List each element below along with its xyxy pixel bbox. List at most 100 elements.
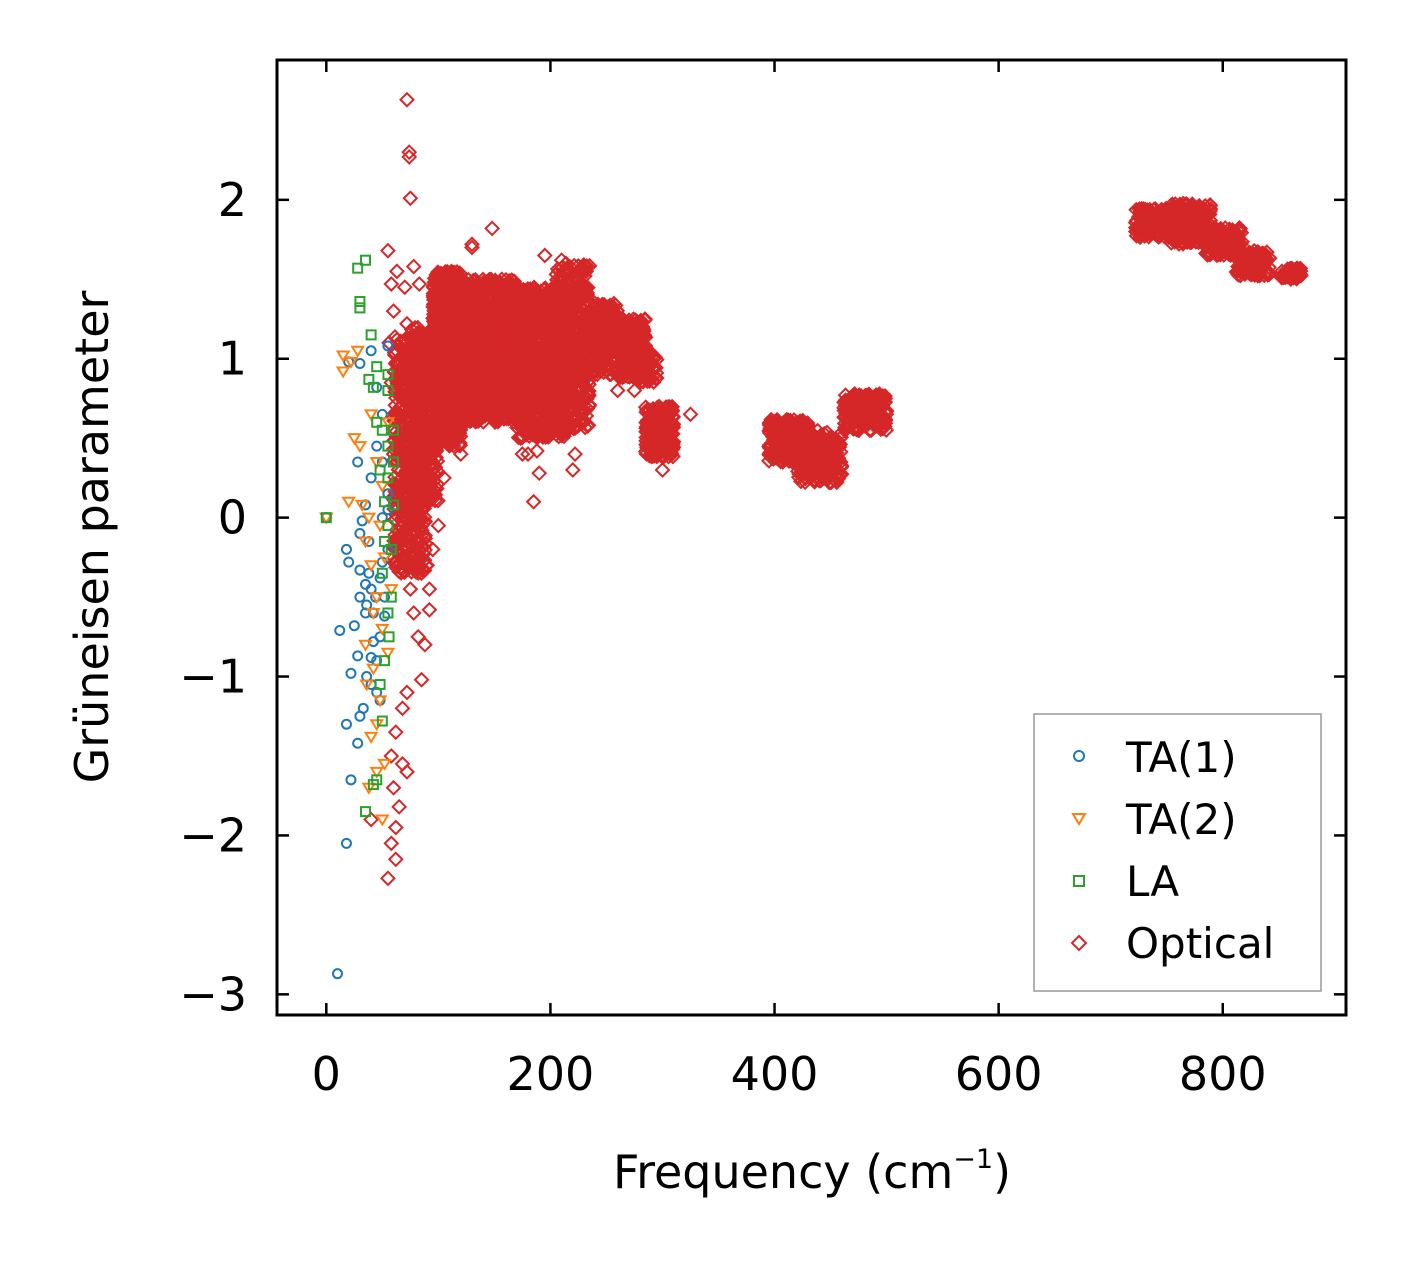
data-point <box>426 435 443 452</box>
data-point <box>416 509 433 526</box>
data-point <box>631 324 648 341</box>
data-point <box>509 306 525 323</box>
data-point <box>495 368 511 384</box>
data-point <box>568 411 585 428</box>
data-point <box>564 387 581 404</box>
data-point <box>392 333 409 350</box>
data-point <box>453 301 470 318</box>
data-point <box>516 406 533 423</box>
data-point <box>648 365 665 381</box>
data-point <box>512 319 529 336</box>
data-point <box>568 285 585 302</box>
data-point <box>429 427 446 444</box>
data-point <box>569 418 586 435</box>
data-point <box>428 284 445 301</box>
data-point <box>459 321 476 338</box>
data-point <box>569 302 586 319</box>
data-point <box>634 346 651 362</box>
data-point <box>582 296 599 313</box>
data-point <box>467 413 484 430</box>
data-point <box>596 334 613 351</box>
data-point <box>484 396 501 413</box>
data-point <box>574 380 591 397</box>
data-point <box>408 433 425 450</box>
data-point <box>433 413 450 429</box>
data-point <box>646 350 662 366</box>
data-point <box>402 442 419 459</box>
data-point <box>576 258 593 274</box>
data-point <box>516 389 533 406</box>
data-point <box>643 425 660 442</box>
data-point <box>438 355 455 372</box>
data-point <box>608 317 625 334</box>
data-point <box>555 403 571 420</box>
data-point <box>510 411 526 428</box>
data-point <box>597 312 614 328</box>
data-point <box>638 429 655 446</box>
data-point <box>568 344 584 361</box>
data-point <box>589 296 606 313</box>
data-point <box>570 257 587 274</box>
data-point <box>563 374 580 390</box>
data-point <box>494 276 511 293</box>
data-point <box>473 348 490 364</box>
data-point <box>517 302 534 319</box>
data-point <box>608 327 625 344</box>
data-point <box>660 448 677 465</box>
data-point <box>472 396 488 413</box>
data-point <box>406 343 422 360</box>
data-point <box>535 423 551 440</box>
data-point <box>427 389 444 405</box>
data-point <box>533 330 550 347</box>
data-point <box>588 346 605 362</box>
data-point <box>403 321 420 338</box>
data-point <box>579 384 596 401</box>
data-point <box>431 313 448 329</box>
data-point <box>385 441 402 458</box>
data-point <box>574 411 590 428</box>
data-point <box>426 428 443 444</box>
data-point <box>423 457 440 474</box>
data-point <box>402 391 419 407</box>
data-point <box>463 322 480 339</box>
data-point <box>386 512 403 528</box>
data-point <box>662 416 679 433</box>
data-point <box>388 499 405 515</box>
data-point <box>646 417 662 434</box>
data-point <box>495 410 512 427</box>
data-point <box>519 380 535 397</box>
data-point <box>609 345 625 362</box>
data-point <box>558 289 575 306</box>
data-point <box>430 294 446 310</box>
data-point <box>548 372 564 389</box>
data-point <box>495 352 512 369</box>
data-point <box>492 340 508 356</box>
data-point <box>393 564 410 581</box>
data-point <box>570 282 587 299</box>
data-point <box>511 325 528 341</box>
data-point <box>425 347 442 364</box>
data-point <box>526 406 543 422</box>
data-point <box>409 381 425 398</box>
data-point <box>492 302 508 319</box>
data-point <box>609 335 626 351</box>
data-point <box>550 428 567 445</box>
data-point <box>519 280 536 297</box>
data-point <box>636 330 653 347</box>
data-point <box>490 392 507 409</box>
data-point <box>595 299 612 316</box>
data-point <box>553 393 570 410</box>
data-point <box>441 284 458 301</box>
data-point <box>462 390 479 407</box>
data-point <box>525 289 542 306</box>
data-point <box>532 400 549 417</box>
data-point <box>478 315 494 332</box>
data-point <box>432 365 449 382</box>
data-point <box>404 407 421 424</box>
data-point <box>470 359 487 376</box>
data-point <box>426 274 443 291</box>
data-point <box>534 312 551 329</box>
data-point <box>450 428 466 444</box>
data-point <box>484 403 501 420</box>
data-point <box>457 285 474 302</box>
